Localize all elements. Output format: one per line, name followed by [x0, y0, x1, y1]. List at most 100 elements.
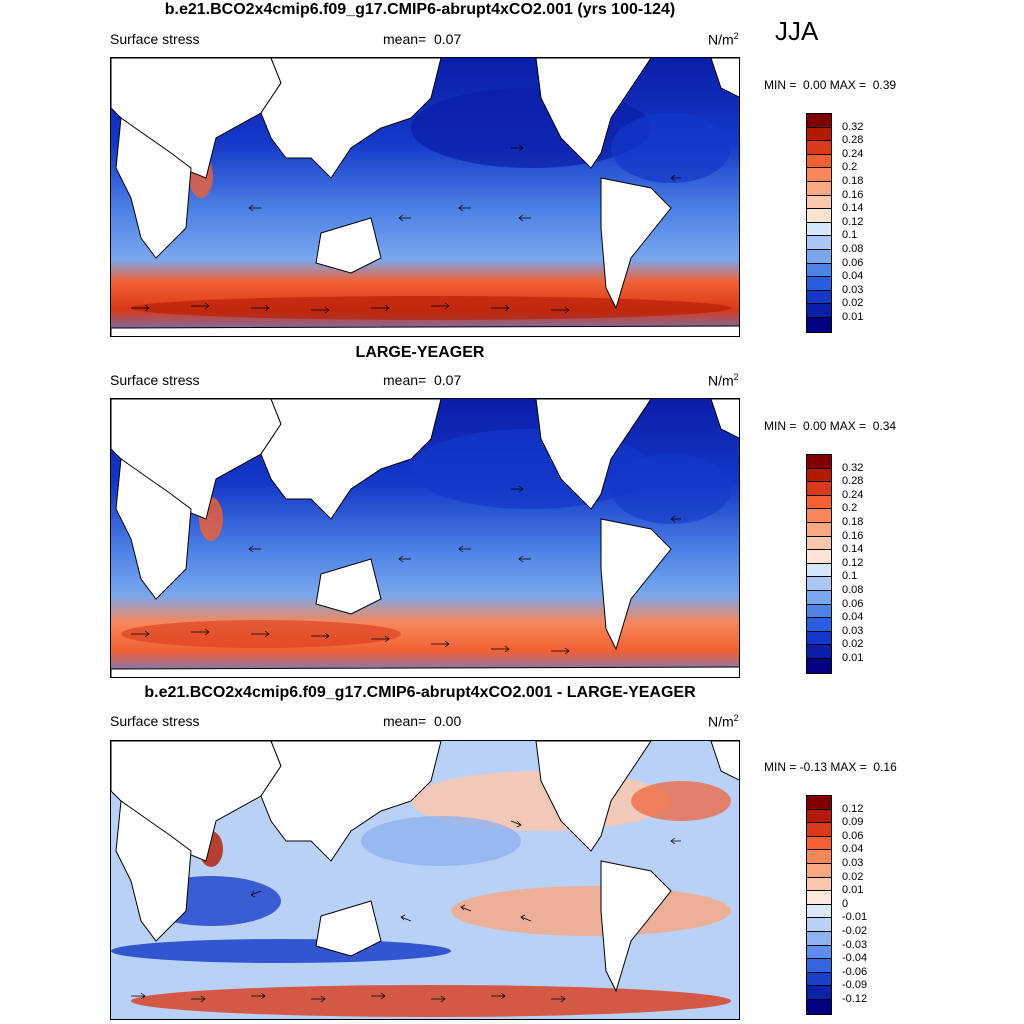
colorbar-tick: 0.14: [842, 543, 864, 556]
colorbar-tick: -0.04: [842, 952, 868, 965]
panel-3-colorbar-swatch: [807, 850, 831, 864]
colorbar-tick: 0.04: [842, 611, 864, 624]
panel-1-unit: N/m2: [708, 31, 739, 48]
panel-2-colorbar-swatch: [807, 550, 831, 564]
panel-2-colorbar-swatch: [807, 482, 831, 496]
panel-1-colorbar-swatch: [807, 249, 831, 264]
colorbar-tick: 0.24: [842, 147, 864, 160]
panel-3-map: [110, 740, 740, 1020]
panel-3-colorbar-swatch: [807, 972, 831, 987]
panel-2-unit: N/m2: [708, 372, 739, 389]
panel-3-colorbar: [806, 795, 832, 1015]
panel-1-colorbar-swatch: [807, 154, 831, 169]
panel-1-colorbar-swatch: [807, 209, 831, 223]
panel-1-colorbar-swatch: [807, 290, 831, 305]
colorbar-tick: 0.2: [842, 161, 858, 174]
panel-1-mean: mean= 0.07: [383, 31, 461, 47]
panel-3-map-canvas: [111, 741, 739, 1019]
panel-1-colorbar-swatch: [807, 181, 831, 196]
panel-3-colorbar-swatch: [807, 796, 831, 810]
panel-3-colorbar-swatch: [807, 863, 831, 878]
colorbar-tick: 0.02: [842, 870, 864, 883]
panel-2-colorbar-swatch: [807, 590, 831, 605]
panel-3-colorbar-swatch: [807, 918, 831, 932]
panel-3-mean-label: mean=: [383, 713, 427, 729]
panel-2-colorbar-swatch: [807, 618, 831, 632]
panel-1-colorbar-swatch: [807, 317, 831, 332]
panel-3-colorbar-swatch: [807, 877, 831, 892]
panel-2-colorbar-swatch: [807, 658, 831, 673]
panel-3-title: b.e21.BCO2x4cmip6.f09_g17.CMIP6-abrupt4x…: [144, 684, 696, 701]
colorbar-tick: 0.24: [842, 488, 864, 501]
panel-3-colorbar-swatch: [807, 836, 831, 851]
colorbar-tick: 0.32: [842, 461, 864, 474]
panel-2-colorbar-swatch: [807, 577, 831, 591]
panel-3-unit: N/m2: [708, 713, 739, 730]
panel-3-colorbar-swatch: [807, 904, 831, 919]
colorbar-tick: 0.01: [842, 884, 864, 897]
panel-2-colorbar: [806, 454, 832, 674]
colorbar-tick: 0.01: [842, 311, 864, 323]
panel-3-minmax: MIN = -0.13 MAX = 0.16: [764, 760, 897, 774]
panel-1-variable: Surface stress: [110, 31, 200, 47]
panel-3-mean: mean= 0.00: [383, 713, 461, 729]
colorbar-tick: 0.08: [842, 584, 864, 596]
colorbar-tick: 0.28: [842, 475, 864, 488]
colorbar-tick: 0.12: [842, 215, 864, 228]
panel-1-colorbar: [806, 113, 832, 333]
colorbar-tick: 0.1: [842, 229, 858, 242]
colorbar-tick: 0.12: [842, 802, 864, 815]
panel-2-vectors: [131, 485, 681, 655]
panel-1-mean-value: 0.07: [433, 31, 462, 47]
panel-3-colorbar-swatch: [807, 809, 831, 824]
panel-1-minmax: MIN = 0.00 MAX = 0.39: [764, 78, 897, 92]
colorbar-tick: 0.02: [842, 638, 864, 651]
colorbar-tick: 0.18: [842, 175, 864, 187]
colorbar-tick: 0.32: [842, 120, 864, 133]
panel-2-title: LARGE-YEAGER: [355, 344, 485, 361]
panel-2-colorbar-swatch: [807, 563, 831, 578]
panel-1-vectors: [131, 144, 681, 314]
panel-3-colorbar-swatch: [807, 945, 831, 960]
panel-2-mean-label: mean=: [383, 372, 427, 388]
colorbar-tick: 0.03: [842, 857, 864, 869]
panel-3-variable: Surface stress: [110, 713, 200, 729]
colorbar-tick: 0.2: [842, 502, 858, 515]
colorbar-tick: 0.03: [842, 283, 864, 296]
panel-3-colorbar-swatch: [807, 823, 831, 837]
colorbar-tick: -0.02: [842, 925, 868, 937]
panel-2-map: [110, 398, 740, 678]
panel-2-colorbar-swatch: [807, 604, 831, 619]
panel-1-map: [110, 57, 740, 337]
panel-2-mean: mean= 0.07: [383, 372, 461, 388]
panel-1-colorbar-swatch: [807, 168, 831, 182]
panel-2-minmax: MIN = 0.00 MAX = 0.34: [764, 419, 897, 433]
panel-2-map-canvas: [111, 399, 739, 677]
panel-1-title: b.e21.BCO2x4cmip6.f09_g17.CMIP6-abrupt4x…: [164, 1, 676, 18]
panel-1-colorbar-swatch: [807, 114, 831, 128]
panel-1-colorbar-swatch: [807, 236, 831, 250]
panel-2-colorbar-swatch: [807, 495, 831, 510]
colorbar-tick: 0.03: [842, 624, 864, 637]
colorbar-tick: -0.01: [842, 911, 868, 924]
panel-1-colorbar-swatch: [807, 222, 831, 237]
panel-2-colorbar-swatch: [807, 536, 831, 551]
colorbar-tick: 0.08: [842, 243, 864, 255]
panel-3-colorbar-swatch: [807, 986, 831, 1000]
panel-1-map-canvas: [111, 58, 739, 336]
panel-2-mean-value: 0.07: [433, 372, 462, 388]
colorbar-tick: 0.1: [842, 570, 858, 583]
panel-2-colorbar-swatch: [807, 631, 831, 646]
panel-1-colorbar-swatch: [807, 263, 831, 278]
colorbar-tick: 0.02: [842, 297, 864, 310]
panel-3-vectors: [131, 820, 681, 1003]
panel-3-colorbar-swatch: [807, 891, 831, 905]
panel-2-variable: Surface stress: [110, 372, 200, 388]
colorbar-tick: -0.09: [842, 979, 868, 992]
panel-2-colorbar-swatch: [807, 509, 831, 523]
colorbar-tick: 0.01: [842, 652, 864, 664]
panel-3-colorbar-swatch: [807, 931, 831, 946]
colorbar-tick: 0: [842, 897, 849, 910]
panel-2-colorbar-swatch: [807, 455, 831, 469]
panel-2-colorbar-swatch: [807, 468, 831, 483]
